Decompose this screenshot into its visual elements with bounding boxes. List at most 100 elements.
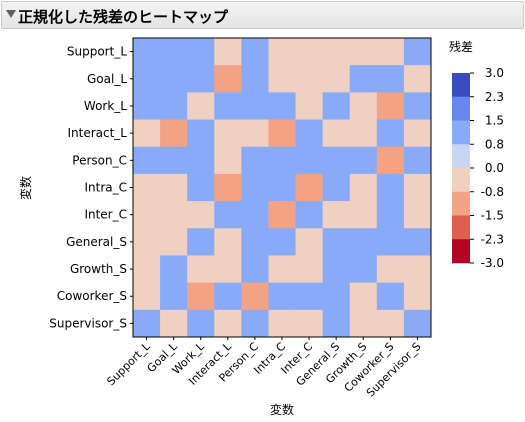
heatmap-cell: [241, 228, 269, 256]
heatmap-cell: [322, 119, 351, 148]
heatmap-cell: [187, 119, 215, 148]
heatmap-cell: [403, 309, 432, 338]
heatmap-cell: [322, 173, 351, 202]
heatmap-cell: [133, 255, 161, 283]
heatmap-cell: [241, 38, 269, 66]
heatmap-cell: [349, 173, 378, 202]
heatmap-cell: [376, 255, 405, 283]
heatmap-cell: [160, 38, 188, 66]
heatmap-cell: [376, 119, 405, 148]
y-tick-label: General_S: [66, 235, 127, 249]
x-axis-title: 変数: [270, 402, 294, 417]
heatmap-cell: [268, 173, 296, 202]
heatmap-cell: [268, 65, 296, 93]
heatmap-cell: [241, 201, 269, 229]
legend-color-band: [452, 73, 470, 98]
outline-title-bar[interactable]: 正規化した残差のヒートマップ: [1, 1, 524, 29]
heatmap-cell: [187, 201, 215, 229]
heatmap-cell: [295, 38, 323, 66]
heatmap-cell: [349, 65, 378, 93]
heatmap-cell: [160, 201, 188, 229]
heatmap-cell: [160, 228, 188, 256]
heatmap-cell: [187, 146, 215, 175]
heatmap-cell: [133, 228, 161, 256]
legend-color-band: [452, 191, 470, 216]
heatmap-cell: [295, 282, 323, 311]
heatmap-cell: [160, 119, 188, 148]
disclosure-triangle-icon[interactable]: [6, 10, 16, 18]
heatmap-cell: [403, 201, 432, 229]
legend-color-band: [452, 120, 470, 145]
heatmap-cell: [241, 309, 269, 338]
heatmap-cell: [349, 38, 378, 66]
heatmap-cell: [160, 309, 188, 338]
heatmap-cell: [160, 282, 188, 311]
heatmap-cell: [376, 146, 405, 175]
legend-tick-label: 3.0: [485, 66, 504, 80]
heatmap-cell: [322, 228, 351, 256]
heatmap-cell: [295, 119, 323, 148]
heatmap-cell: [241, 92, 269, 120]
heatmap-cell: [403, 146, 432, 175]
heatmap-cell: [133, 201, 161, 229]
heatmap-cell: [187, 65, 215, 93]
heatmap-cell: [376, 228, 405, 256]
y-tick-label: Supervisor_S: [49, 316, 127, 330]
heatmap-cell: [268, 92, 296, 120]
heatmap-cell: [214, 65, 242, 93]
legend-color-band: [452, 96, 470, 121]
heatmap-cell: [214, 255, 242, 283]
heatmap-cell: [268, 228, 296, 256]
heatmap-cell: [376, 173, 405, 202]
heatmap-cell: [187, 92, 215, 120]
heatmap-cell: [295, 92, 323, 120]
heatmap-cell: [322, 282, 351, 311]
heatmap-cell: [268, 255, 296, 283]
heatmap-cell: [268, 282, 296, 311]
heatmap-cell: [241, 119, 269, 148]
heatmap-cell: [349, 92, 378, 120]
heatmap-cell: [403, 92, 432, 120]
heatmap-cell: [187, 255, 215, 283]
heatmap-cell: [295, 309, 323, 338]
heatmap-cell: [295, 173, 323, 202]
heatmap-cell: [295, 255, 323, 283]
heatmap-cell: [241, 65, 269, 93]
heatmap-cell: [214, 282, 242, 311]
legend-tick-label: -3.0: [481, 256, 504, 270]
heatmap-cell: [133, 173, 161, 202]
legend-color-band: [452, 144, 470, 169]
heatmap-cell: [349, 309, 378, 338]
heatmap-cell: [214, 228, 242, 256]
y-axis-title: 変数: [18, 176, 33, 200]
heatmap-cell: [187, 282, 215, 311]
legend-color-band: [452, 215, 470, 240]
y-tick-label: Coworker_S: [57, 289, 127, 303]
legend-color-band: [452, 168, 470, 193]
heatmap-cell: [403, 282, 432, 311]
heatmap-cell: [160, 255, 188, 283]
heatmap-cell: [295, 65, 323, 93]
heatmap-cell: [187, 38, 215, 66]
heatmap-cell: [403, 228, 432, 256]
heatmap-cell: [322, 92, 351, 120]
y-tick-label: Support_L: [67, 45, 127, 59]
heatmap-cell: [403, 173, 432, 202]
heatmap-cell: [187, 173, 215, 202]
report-title: 正規化した残差のヒートマップ: [18, 8, 229, 26]
heatmap-cell: [322, 255, 351, 283]
heatmap-cell: [214, 309, 242, 338]
heatmap-cell: [322, 38, 351, 66]
heatmap-cell: [349, 228, 378, 256]
heatmap-cell: [295, 146, 323, 175]
heatmap-cell: [403, 255, 432, 283]
y-tick-label: Interact_L: [67, 126, 127, 140]
y-tick-label: Goal_L: [87, 72, 127, 86]
heatmap-cell: [295, 228, 323, 256]
heatmap-cell: [403, 65, 432, 93]
heatmap-cell: [241, 282, 269, 311]
heatmap-cell: [214, 38, 242, 66]
heatmap-cell: [268, 119, 296, 148]
y-tick-label: Work_L: [84, 99, 127, 113]
